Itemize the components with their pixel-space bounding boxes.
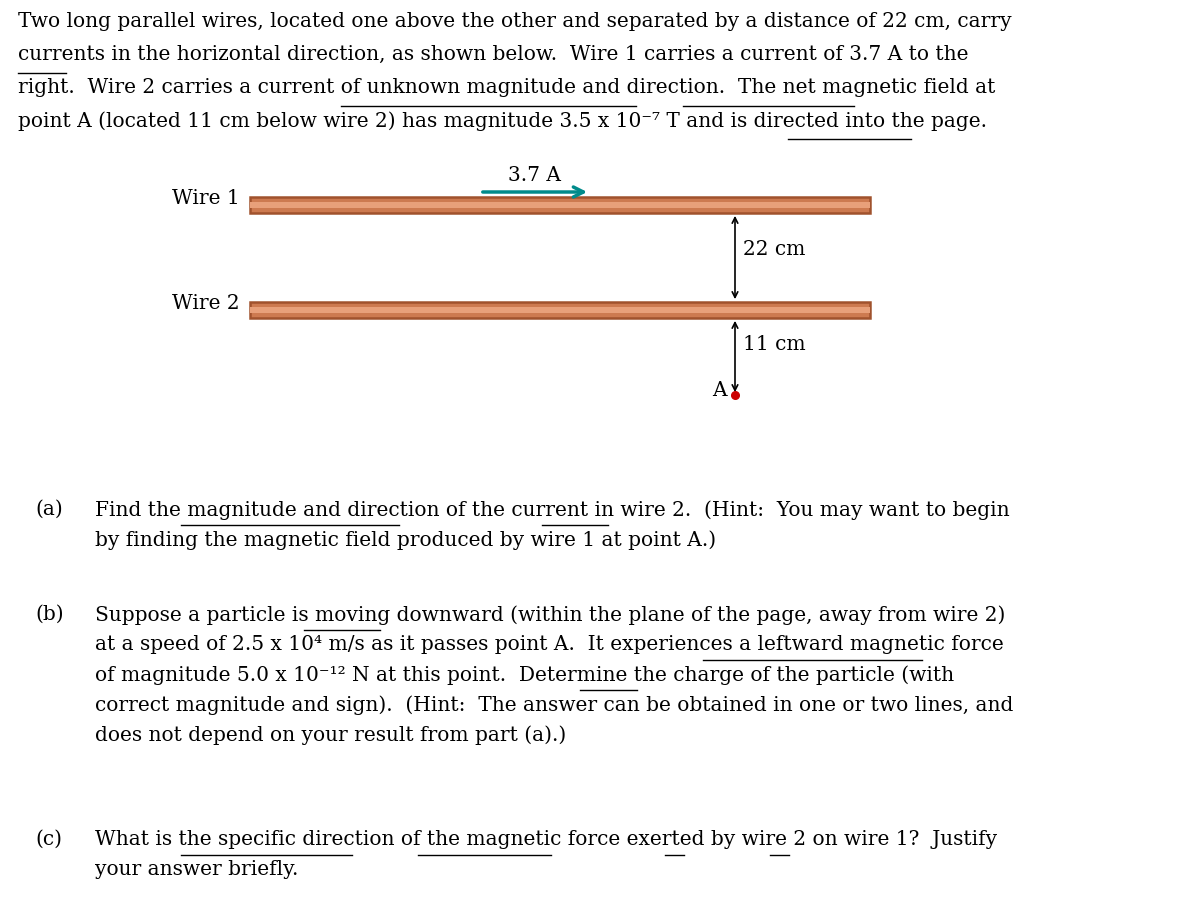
Text: 3.7 A: 3.7 A (509, 166, 562, 185)
Text: Wire 1: Wire 1 (173, 189, 240, 208)
Text: of magnitude 5.0 x 10⁻¹² N at this point.  Determine the charge of the particle : of magnitude 5.0 x 10⁻¹² N at this point… (95, 665, 954, 684)
Text: at a speed of 2.5 x 10⁴ m/s as it passes point A.  It experiences a leftward mag: at a speed of 2.5 x 10⁴ m/s as it passes… (95, 635, 1003, 654)
Text: right.  Wire 2 carries a current of unknown magnitude and direction.  The net ma: right. Wire 2 carries a current of unkno… (18, 78, 995, 97)
Text: by finding the magnetic field produced by wire 1 at point A.): by finding the magnetic field produced b… (95, 530, 716, 550)
Bar (250, 307, 870, 313)
Bar (250, 197, 870, 213)
Text: (a): (a) (35, 500, 62, 519)
Text: Suppose a particle is moving downward (within the plane of the page, away from w: Suppose a particle is moving downward (w… (95, 605, 1006, 625)
Text: 22 cm: 22 cm (743, 240, 805, 259)
Text: correct magnitude and sign).  (Hint:  The answer can be obtained in one or two l: correct magnitude and sign). (Hint: The … (95, 695, 1013, 715)
Text: (b): (b) (35, 605, 64, 624)
Bar (250, 202, 870, 208)
Bar (250, 302, 870, 318)
Text: your answer briefly.: your answer briefly. (95, 860, 299, 879)
Text: 11 cm: 11 cm (743, 335, 805, 354)
Text: A: A (713, 381, 727, 400)
Text: Wire 2: Wire 2 (173, 294, 240, 313)
Text: What is the specific direction of the magnetic force exerted by wire 2 on wire 1: What is the specific direction of the ma… (95, 830, 997, 849)
Text: (c): (c) (35, 830, 62, 849)
Text: point A (located 11 cm below wire 2) has magnitude 3.5 x 10⁻⁷ T and is directed : point A (located 11 cm below wire 2) has… (18, 111, 986, 131)
Text: currents in the horizontal direction, as shown below.  Wire 1 carries a current : currents in the horizontal direction, as… (18, 45, 968, 64)
Text: does not depend on your result from part (a).): does not depend on your result from part… (95, 725, 566, 745)
Text: Two long parallel wires, located one above the other and separated by a distance: Two long parallel wires, located one abo… (18, 12, 1012, 31)
Text: Find the magnitude and direction of the current in wire 2.  (Hint:  You may want: Find the magnitude and direction of the … (95, 500, 1009, 520)
